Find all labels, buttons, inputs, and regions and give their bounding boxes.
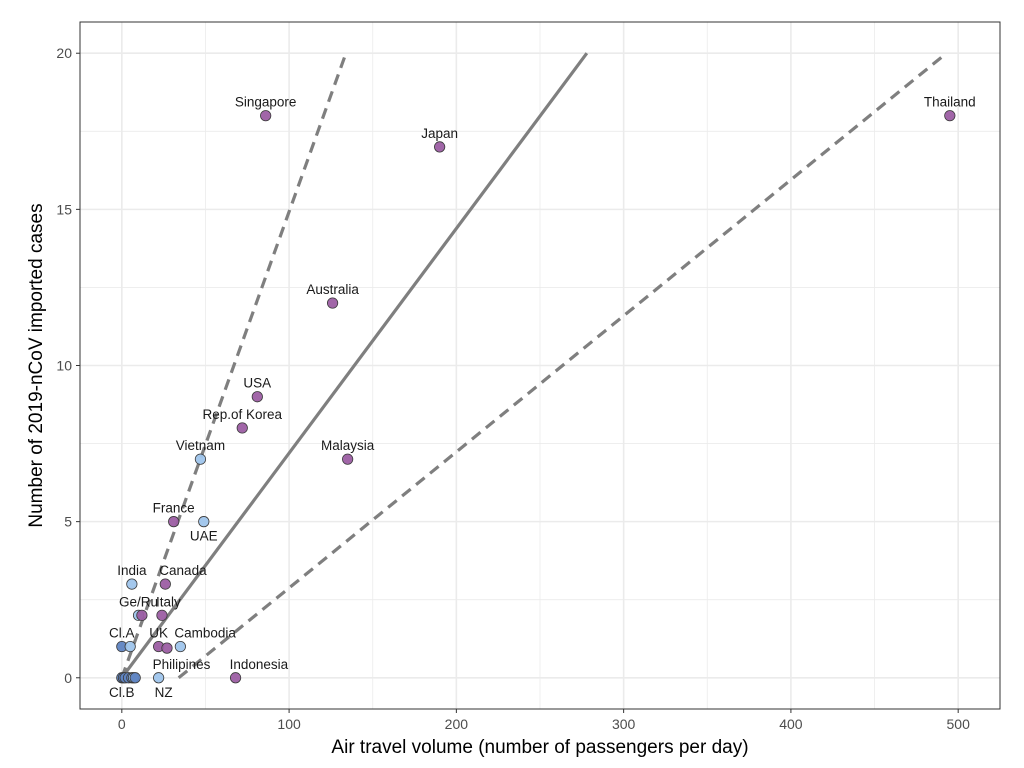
y-tick-label: 5 xyxy=(64,514,72,530)
point-label: USA xyxy=(243,376,271,391)
point-label: Indonesia xyxy=(230,657,289,672)
point-label: Singapore xyxy=(235,95,297,110)
point-label: Australia xyxy=(306,282,359,297)
data-point xyxy=(251,391,263,403)
data-point xyxy=(944,110,956,122)
point-label: Thailand xyxy=(924,95,976,110)
y-tick-label: 20 xyxy=(56,45,72,61)
data-point xyxy=(198,516,210,528)
data-point xyxy=(136,609,148,621)
x-axis-title: Air travel volume (number of passengers … xyxy=(331,737,748,758)
point-label: India xyxy=(117,563,147,578)
x-tick-label: 100 xyxy=(277,716,301,732)
data-point xyxy=(168,516,180,528)
data-points xyxy=(116,110,956,684)
data-point xyxy=(434,141,446,153)
point-label: UAE xyxy=(190,529,218,544)
y-tick-label: 0 xyxy=(64,670,72,686)
data-point xyxy=(126,578,138,590)
axes: 0 100 200 300 400 500 0 5 10 15 20 xyxy=(56,45,970,732)
data-point xyxy=(174,640,186,653)
dashed-bound-line xyxy=(120,52,348,679)
point-label: UK xyxy=(149,626,168,641)
dashed-bound-line xyxy=(177,51,948,680)
grid-layer xyxy=(80,22,1000,709)
data-point xyxy=(194,453,207,465)
data-point xyxy=(124,640,136,653)
data-point xyxy=(236,422,248,434)
fit-lines xyxy=(120,51,948,680)
point-label: Italy xyxy=(156,594,181,609)
y-axis-title: Number of 2019-nCoV imported cases xyxy=(26,203,47,527)
x-tick-label: 200 xyxy=(445,716,469,732)
point-label: France xyxy=(153,501,195,516)
point-label: Vietnam xyxy=(176,438,225,453)
data-point xyxy=(161,642,173,654)
y-tick-label: 15 xyxy=(56,201,72,217)
point-label: Canada xyxy=(159,563,207,578)
y-tick-label: 10 xyxy=(56,358,72,374)
data-point xyxy=(326,297,339,309)
x-tick-label: 0 xyxy=(118,716,126,732)
data-point xyxy=(156,609,168,621)
data-point xyxy=(229,672,242,684)
x-tick-label: 500 xyxy=(947,716,971,732)
data-point xyxy=(153,672,165,684)
point-label: Malaysia xyxy=(321,438,375,453)
data-point xyxy=(159,578,171,590)
point-label: Rep.of Korea xyxy=(202,407,282,422)
point-label: Cl.A xyxy=(109,626,135,641)
point-labels: Thailand Singapore Japan Australia USA Rep.of… xyxy=(109,95,976,700)
x-tick-label: 400 xyxy=(779,716,803,732)
point-label: Philipines xyxy=(153,657,211,672)
x-tick-label: 300 xyxy=(612,716,636,732)
data-point xyxy=(129,672,141,684)
point-label: NZ xyxy=(155,685,173,700)
point-label: Cambodia xyxy=(174,626,236,641)
point-label: Ge/Ru xyxy=(119,594,158,609)
point-label: Japan xyxy=(421,126,458,141)
solid-fit-line xyxy=(120,52,589,679)
data-point xyxy=(260,110,272,122)
data-point xyxy=(342,453,354,465)
point-label: Cl.B xyxy=(109,685,135,700)
